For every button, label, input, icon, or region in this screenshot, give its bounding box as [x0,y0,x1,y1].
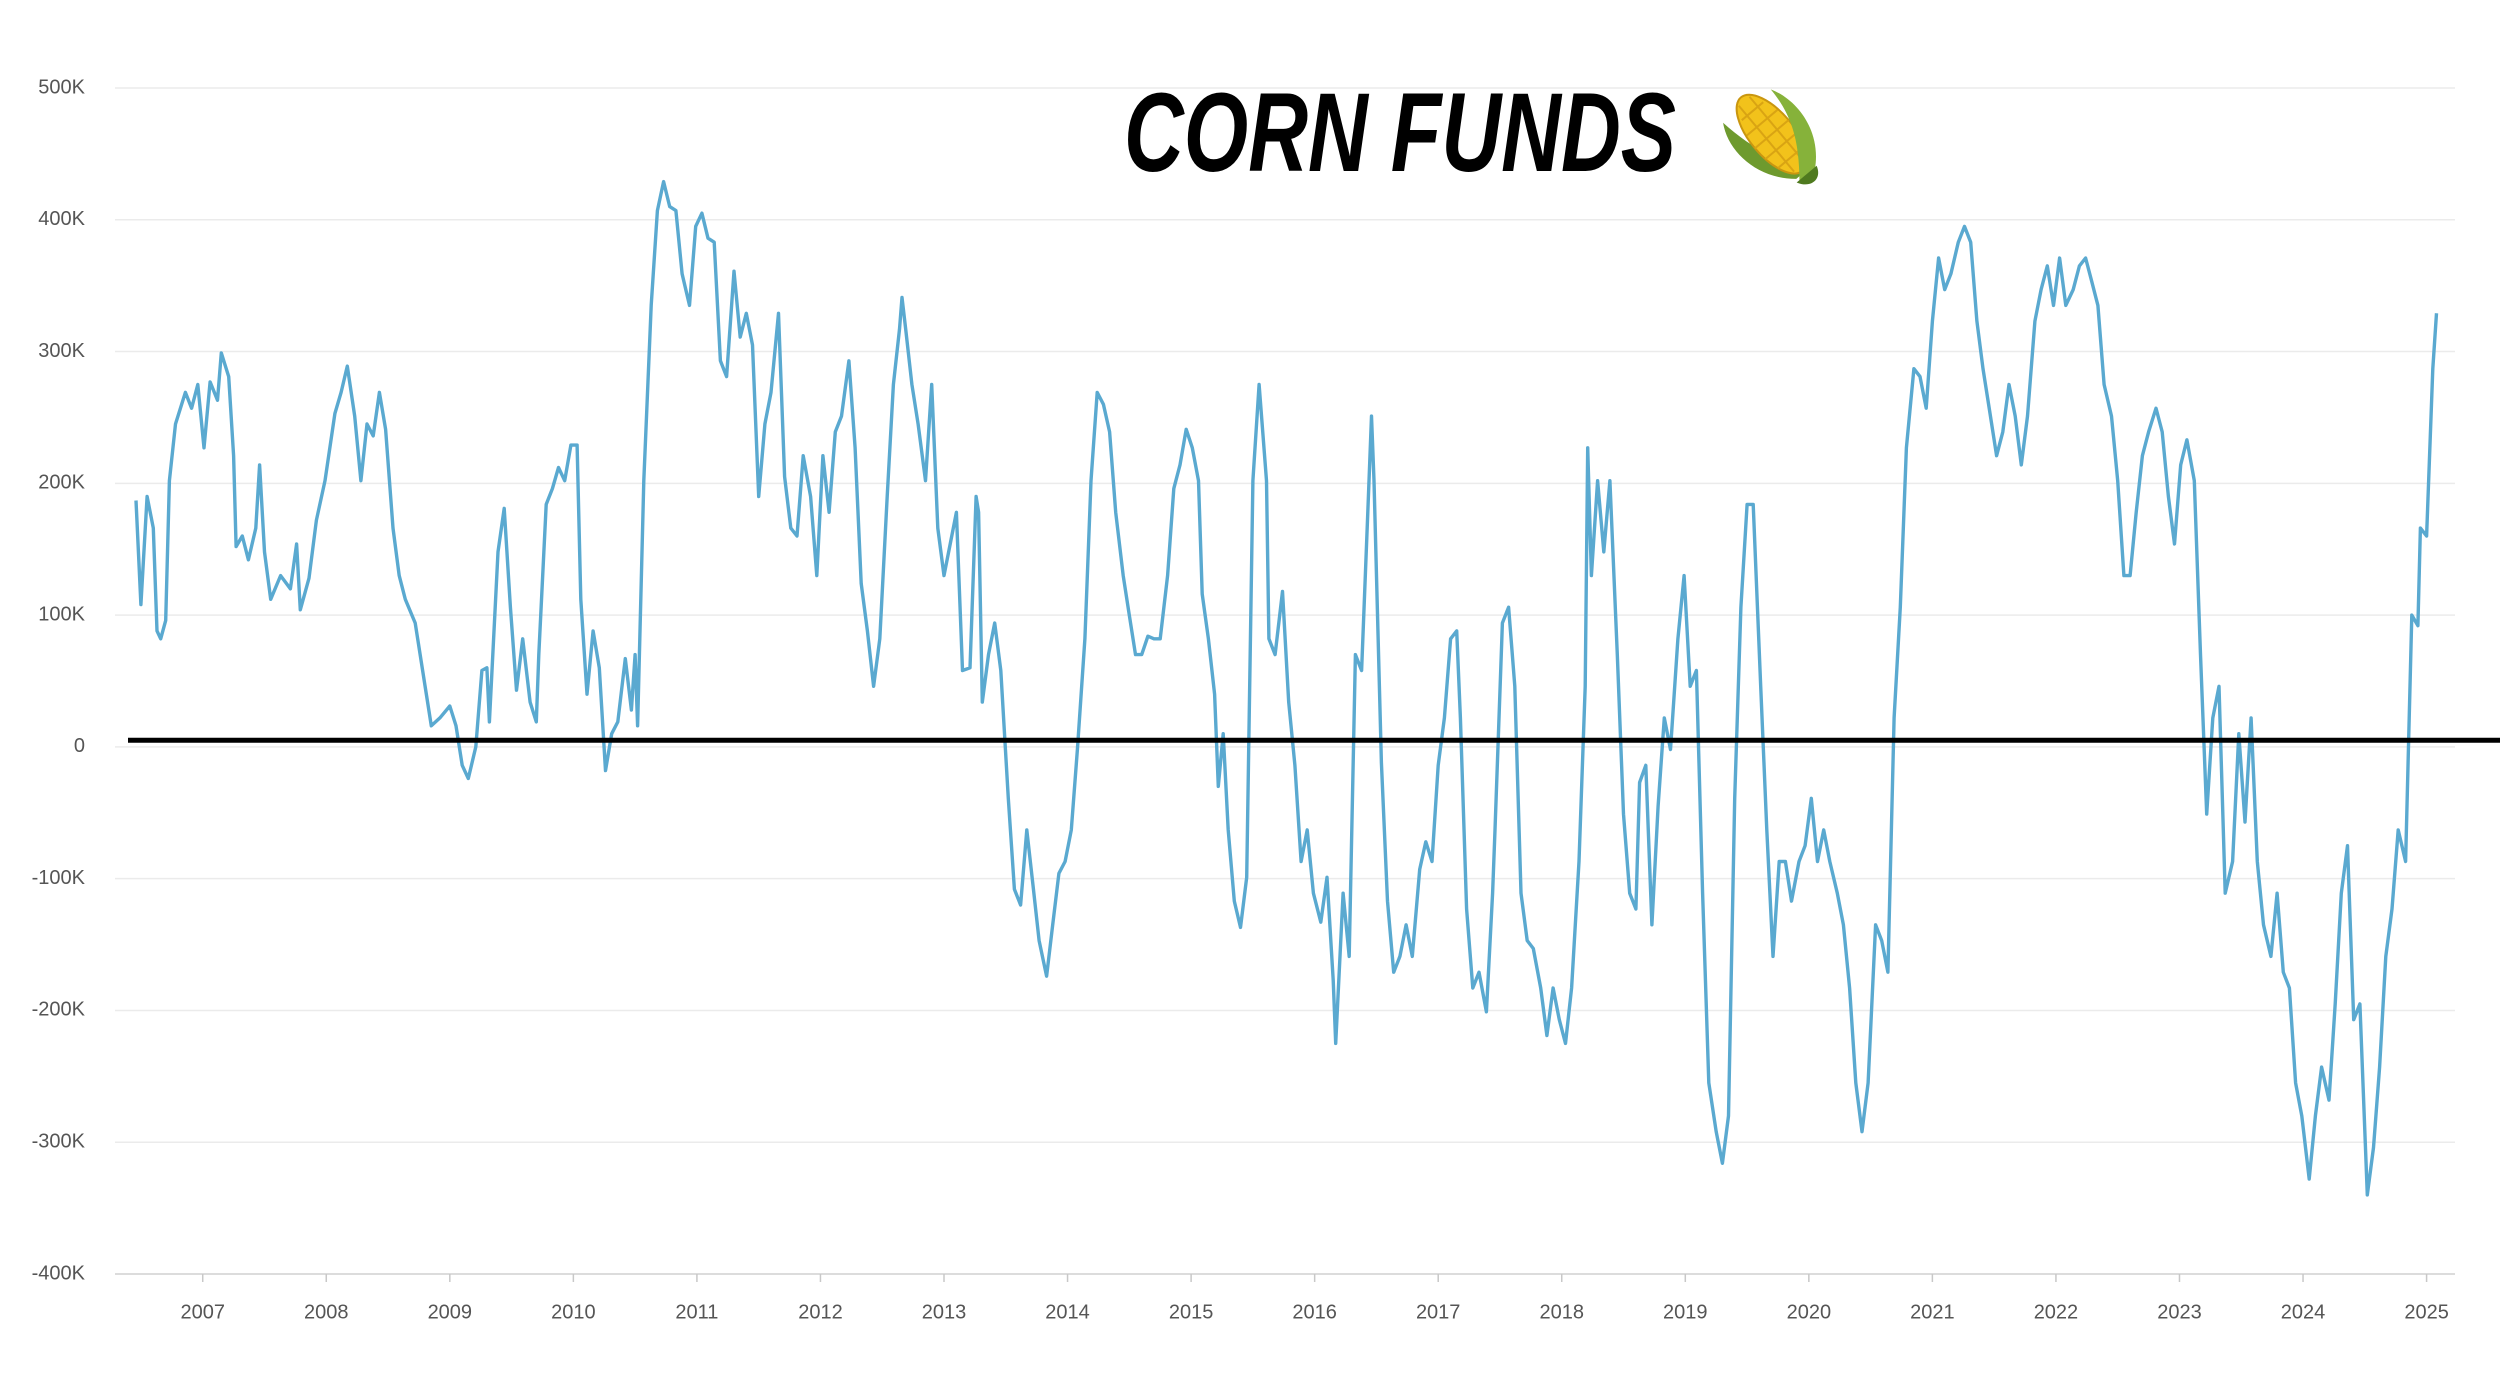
x-tick-label: 2021 [1910,1301,1955,1323]
y-tick-label: 300K [38,340,85,362]
y-tick-label: 0 [74,735,85,757]
y-tick-label: -100K [32,867,86,889]
x-tick-label: 2008 [304,1301,349,1323]
x-tick-label: 2018 [1539,1301,1584,1323]
x-tick-label: 2024 [2281,1301,2326,1323]
x-tick-label: 2011 [675,1301,718,1323]
corn-icon [1723,89,1819,185]
x-tick-label: 2013 [922,1301,967,1323]
y-tick-label: -400K [32,1262,86,1284]
x-tick-label: 2019 [1663,1301,1708,1323]
x-tick-label: 2022 [2034,1301,2079,1323]
x-tick-label: 2016 [1292,1301,1337,1323]
x-tick-label: 2020 [1787,1301,1832,1323]
y-tick-label: -300K [32,1131,86,1153]
data-line [134,179,2439,1197]
y-tick-label: -200K [32,999,86,1021]
y-tick-label: 500K [38,76,85,98]
x-tick-label: 2015 [1169,1301,1214,1323]
x-tick-label: 2017 [1416,1301,1461,1323]
y-tick-label: 400K [38,208,85,230]
y-tick-label: 100K [38,603,85,625]
x-tick-label: 2023 [2157,1301,2202,1323]
x-tick-label: 2014 [1045,1301,1090,1323]
x-tick-label: 2012 [798,1301,843,1323]
x-tick-label: 2009 [428,1301,473,1323]
x-tick-label: 2010 [551,1301,596,1323]
y-tick-label: 200K [38,472,85,494]
plot: -400K -300K -200K -100K 0 100K 200K 300K 400K 500… [32,76,2500,1323]
chart-title: CORN FUNDS [1124,70,1676,195]
x-tick-label: 2007 [180,1301,225,1323]
x-tick-label: 2025 [2404,1301,2449,1323]
